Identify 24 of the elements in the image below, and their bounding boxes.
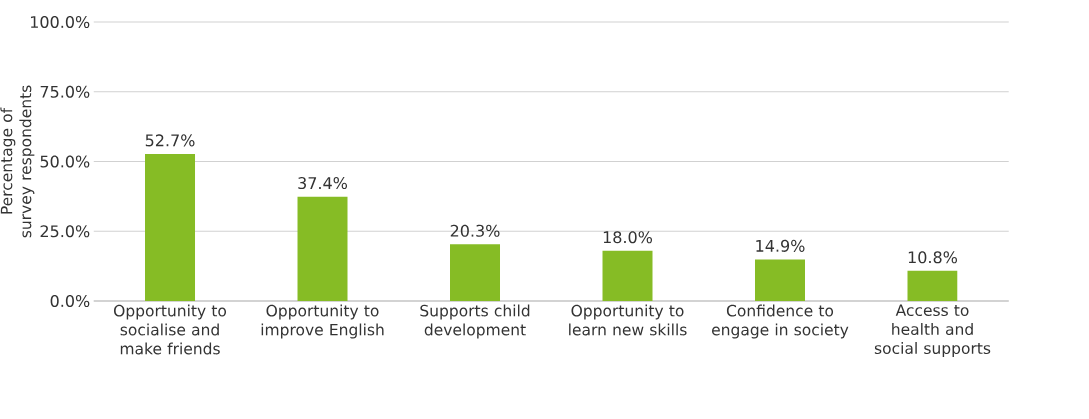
x-tick-label: Supports child development bbox=[420, 304, 530, 339]
bar bbox=[907, 270, 958, 301]
y-axis-title: Percentage of survey respondents bbox=[0, 85, 35, 238]
data-label: 20.3% bbox=[450, 224, 500, 237]
y-tick-label: 50.0% bbox=[40, 155, 90, 168]
x-tick-label: Opportunity to socialise and make friends bbox=[114, 304, 227, 355]
y-tick-label: 75.0% bbox=[40, 85, 90, 98]
y-tick-label: 25.0% bbox=[40, 225, 90, 238]
data-label: 52.7% bbox=[145, 134, 195, 147]
x-tick-label: Opportunity to learn new skills bbox=[569, 304, 687, 336]
y-tick-label: 100.0% bbox=[30, 15, 90, 29]
bar bbox=[145, 153, 196, 301]
bar bbox=[755, 259, 805, 301]
x-tick-label: Confidence to engage in society bbox=[712, 304, 849, 339]
data-label: 10.8% bbox=[908, 251, 958, 264]
data-label: 37.4% bbox=[298, 177, 348, 190]
y-tick-label: 0.0% bbox=[50, 294, 90, 308]
data-label: 18.0% bbox=[603, 231, 653, 244]
bar bbox=[297, 196, 348, 301]
bar bbox=[602, 250, 653, 301]
data-label: 14.9% bbox=[756, 239, 805, 252]
x-tick-label: Opportunity to improve English bbox=[261, 304, 384, 339]
x-tick-label: Access to health and social supports bbox=[874, 304, 991, 358]
bar bbox=[450, 244, 501, 301]
